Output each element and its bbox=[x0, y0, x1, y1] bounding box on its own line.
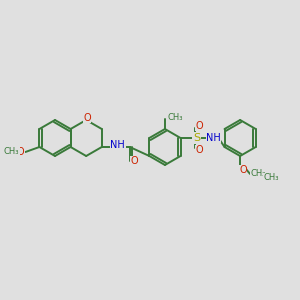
Text: O: O bbox=[16, 147, 24, 157]
Text: O: O bbox=[83, 113, 91, 123]
Text: CH₃: CH₃ bbox=[4, 148, 19, 157]
Text: CH₃: CH₃ bbox=[263, 173, 279, 182]
Text: O: O bbox=[196, 121, 203, 131]
Text: O: O bbox=[196, 145, 203, 155]
Text: S: S bbox=[193, 133, 200, 143]
Text: NH: NH bbox=[206, 133, 221, 143]
Text: O: O bbox=[239, 165, 247, 175]
Text: NH: NH bbox=[110, 140, 125, 150]
Text: CH₃: CH₃ bbox=[167, 112, 183, 122]
Text: O: O bbox=[131, 156, 139, 166]
Text: CH₂: CH₂ bbox=[250, 169, 266, 178]
